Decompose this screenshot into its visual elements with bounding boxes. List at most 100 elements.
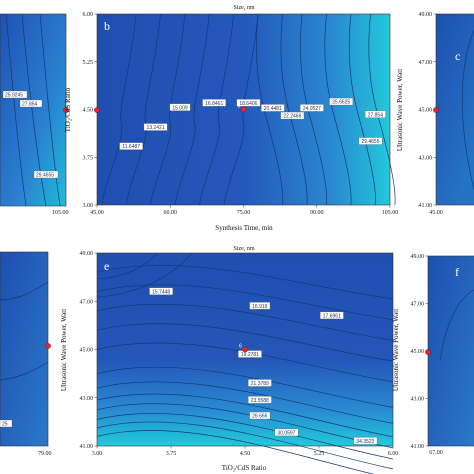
- contour-line: [96, 252, 193, 298]
- contour-label-text: 26.666: [252, 414, 268, 420]
- panel-f-y-axis-label: Ultrasonic Wave Power, Watt: [392, 309, 400, 391]
- panel-d-contour: [0, 361, 49, 381]
- contour-line: [96, 252, 158, 280]
- panel-f: f 41.00 43.00 45.00 47.00 49.00 Ultrasonic W…: [392, 254, 474, 456]
- panel-e-y-axis-label: Ultrasonic Wave Power, Watt: [60, 309, 68, 391]
- contour-label: 25.9245: [2, 90, 28, 99]
- panel-e-contour-labels: 15.7448 16.919 17.6961 19.2781 21.3789 23.558…: [149, 287, 378, 445]
- contour-line: [96, 303, 394, 341]
- panel-e: Size, nm e 15.7448 16.919 17.6961 19.2781 21…: [60, 246, 398, 474]
- x-tick-label: 3.75: [166, 451, 177, 457]
- y-tick-label: 43.00: [80, 396, 94, 402]
- panel-b-letter: b: [104, 19, 110, 33]
- contour-line: [368, 13, 396, 206]
- contour-line: [300, 13, 328, 206]
- contour-line: [280, 13, 308, 206]
- contour-line: [348, 13, 376, 206]
- contour-line: [199, 13, 235, 206]
- contour-label-text: 23.5588: [251, 398, 269, 404]
- y-tick-label: 45.00: [411, 349, 425, 355]
- panel-b-contours: [101, 13, 396, 206]
- contour-label-text: 29.4655: [361, 139, 379, 145]
- panel-d-contour: [0, 281, 49, 301]
- panel-c-ticks: 41.00 43.00 45.00 47.00 49.00: [419, 12, 436, 209]
- contour-label-text: 21.3789: [251, 381, 269, 387]
- design-point-marker: [45, 343, 51, 349]
- panel-b-contour-labels: 11.6487 13.2421 15.009 16.8461 18.6406 20.448…: [119, 97, 386, 150]
- panel-c-letter: c: [455, 49, 460, 63]
- contour-line: [96, 430, 374, 474]
- y-tick-label: 47.00: [80, 299, 94, 305]
- contour-label: 17.6961: [320, 311, 344, 320]
- design-point-marker: [242, 346, 248, 353]
- contour-label: 11.6487: [119, 142, 143, 150]
- contour-line: [96, 323, 394, 362]
- y-tick-label: 47.00: [419, 60, 433, 66]
- panel-d-frame: [0, 251, 49, 447]
- x-tick-label: 90.00: [310, 210, 324, 216]
- panel-f-contour: [439, 289, 474, 361]
- contour-label: 15.7448: [149, 287, 173, 295]
- contour-label: 27.854: [19, 99, 43, 108]
- x-tick-label: 105.00: [52, 210, 69, 216]
- panel-c-contour: [461, 29, 474, 191]
- contour-label-text: 24.0527: [303, 106, 321, 112]
- contour-line: [96, 381, 394, 424]
- x-tick-label: 67.00: [429, 450, 443, 456]
- panel-b: Size, nm b 11.6487 13.2421 15.009 16.8461 18…: [64, 5, 398, 232]
- panel-e-ticks: 3.00 3.75 4.50 5.25 6.00 41.00 43.00 45.00 47.00…: [80, 251, 399, 457]
- contour-label: 19.2781: [238, 350, 262, 358]
- contour-label-text: 19.2781: [241, 352, 259, 358]
- y-tick-label: 49.00: [80, 251, 94, 257]
- y-tick-label: 47.00: [411, 302, 425, 308]
- contour-label: 25: [0, 419, 13, 428]
- y-tick-label: 3.75: [83, 155, 94, 161]
- contour-label-text: 18.6406: [239, 101, 257, 107]
- design-point-marker: [240, 106, 247, 113]
- panel-d-plot: [0, 252, 48, 446]
- contour-label-text: 20.4481: [264, 106, 282, 112]
- panel-b-ticks: 45.00 60.00 75.00 90.00 105.00 3.00 3.75 4.50 5.…: [83, 12, 399, 216]
- y-tick-label: 43.00: [419, 155, 433, 161]
- contour-label: 18.6406: [236, 99, 261, 107]
- svg-text:27.854: 27.854: [22, 102, 38, 108]
- y-tick-label: 4.50: [83, 108, 94, 114]
- panel-e-letter: e: [104, 259, 109, 273]
- panel-e-title: Size, nm: [234, 246, 255, 252]
- contour-label-text: 13.2421: [147, 125, 165, 131]
- y-tick-label: 45.00: [419, 108, 433, 114]
- contour-line: [150, 13, 186, 206]
- contour-label: 22.2466: [280, 111, 305, 120]
- panel-a-contour: [21, 13, 47, 207]
- contour-label: 34.3523: [353, 437, 378, 445]
- contour-line: [96, 421, 394, 470]
- design-point-marker: [425, 349, 431, 355]
- design-point-count: 6: [239, 344, 242, 350]
- contour-label-text: 16.8461: [205, 101, 223, 107]
- contour-label: 25.6625: [329, 97, 353, 106]
- contour-line: [96, 393, 394, 438]
- contour-label: 23.5588: [247, 396, 272, 404]
- contour-line: [96, 366, 394, 408]
- panel-a-contour: [39, 13, 61, 207]
- contour-label-text: 15.7448: [152, 289, 170, 295]
- panel-d: 25 79.00: [0, 251, 52, 457]
- contour-label: 13.2421: [143, 123, 168, 131]
- contour-label: 21.3789: [247, 379, 272, 387]
- svg-text:25.9245: 25.9245: [5, 93, 23, 99]
- contour-label: 15.009: [169, 103, 191, 111]
- x-tick-label: 4.50: [240, 451, 251, 457]
- panel-b-title: Size, nm: [234, 5, 255, 11]
- contour-label: 29.4655: [33, 170, 59, 179]
- y-tick-label: 41.00: [411, 444, 425, 450]
- contour-label: 16.8461: [202, 99, 227, 107]
- contour-line: [96, 265, 394, 300]
- x-tick-label: 105.00: [382, 210, 399, 216]
- panel-a-contour: [5, 13, 27, 207]
- contour-label: 29.4655: [358, 137, 383, 145]
- contour-label-text: 16.919: [252, 304, 268, 310]
- contour-label-text: 22.2466: [283, 114, 301, 120]
- contour-label: 27.854: [364, 110, 386, 118]
- contour-label-text: 15.009: [172, 105, 188, 111]
- contour-label-text: 34.3523: [356, 439, 374, 445]
